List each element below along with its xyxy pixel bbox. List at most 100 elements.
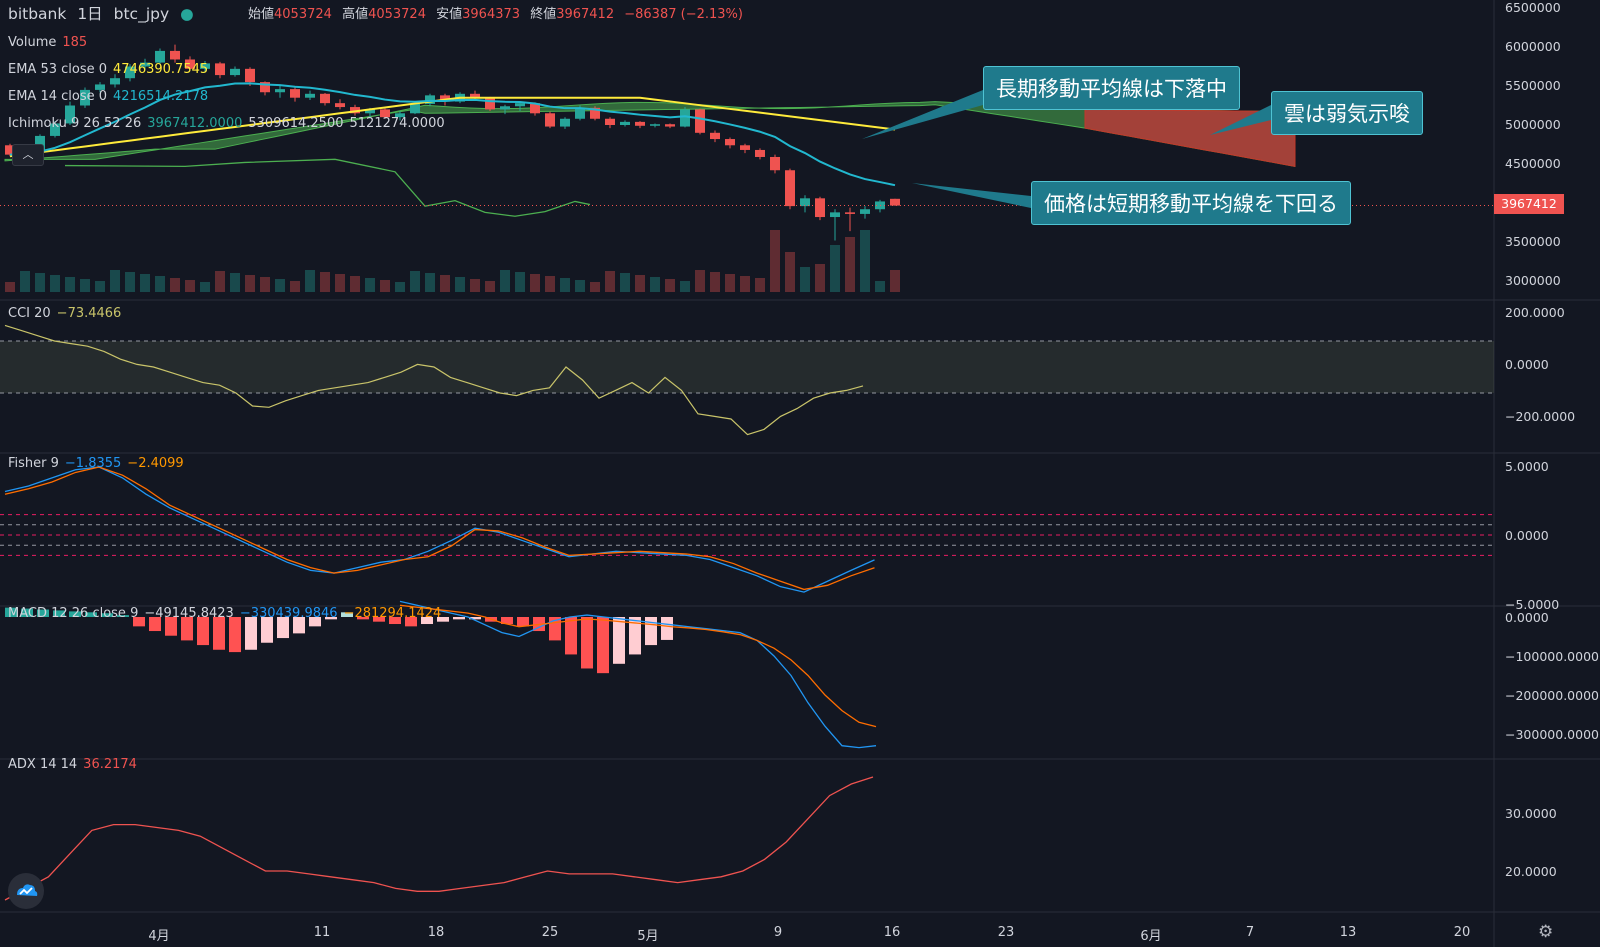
high-label: 高値 [342, 7, 369, 22]
callout-price-below[interactable]: 価格は短期移動平均線を下回る [1031, 181, 1351, 225]
candle-body [800, 198, 810, 207]
tradingview-logo-icon[interactable] [8, 873, 44, 909]
volume-bar [650, 277, 660, 292]
volume-bar [440, 275, 450, 292]
macd-histogram-bar [597, 617, 609, 674]
candle-body [860, 209, 870, 214]
adx-value: 36.2174 [83, 757, 137, 772]
macd-histogram-bar [389, 617, 401, 625]
volume-bar [620, 273, 630, 292]
ema14-legend[interactable]: EMA 14 close 0 4216514.2178 [8, 89, 214, 105]
candle-body [125, 66, 135, 79]
settings-gear-icon[interactable]: ⚙ [1538, 922, 1554, 942]
symbol-header[interactable]: bitbank 1日 btc_jpy ● [8, 6, 200, 22]
symbol-name: btc_jpy [113, 5, 170, 23]
volume-bar [290, 281, 300, 292]
adx-name: ADX 14 14 [8, 757, 78, 772]
callout-long-ma[interactable]: 長期移動平均線は下落中 [983, 66, 1240, 110]
macd-histogram-bar [453, 617, 465, 620]
candle-body [275, 89, 285, 93]
low-value: 3964373 [462, 7, 521, 22]
volume-bar [500, 270, 510, 292]
macd-histogram-bar [277, 617, 289, 639]
price-axis-label: 4500000 [1505, 156, 1561, 171]
volume-bar [305, 270, 315, 292]
collapse-legend-button[interactable]: ︿ [12, 144, 44, 166]
macd-histogram-bar [5, 607, 17, 617]
macd-histogram-bar [613, 617, 625, 664]
interval-label[interactable]: 1日 [77, 5, 103, 23]
macd-axis-label: −100000.0000 [1505, 649, 1599, 664]
volume-bar [725, 274, 735, 292]
cci-axis-label: 200.0000 [1505, 305, 1565, 320]
macd-histogram-bar [229, 617, 241, 653]
volume-bar [875, 281, 885, 292]
candle-body [35, 135, 45, 150]
candle-body [725, 139, 735, 146]
candle-body [155, 50, 165, 63]
cci-band [0, 341, 1494, 393]
candle-body [95, 84, 105, 90]
time-axis-label: 23 [997, 925, 1015, 940]
current-price-tag: 3967412 [1494, 194, 1564, 214]
candle-body [305, 93, 315, 98]
macd-value-3: −281294.1424 [343, 606, 442, 621]
ema53-legend[interactable]: EMA 53 close 0 4746390.7545 [8, 62, 214, 78]
candle-body [50, 123, 60, 136]
cci-legend[interactable]: CCI 20 −73.4466 [8, 306, 127, 322]
macd-histogram-bar [293, 617, 305, 634]
candle-body [575, 107, 585, 119]
volume-bar [140, 274, 150, 292]
macd-histogram-bar [37, 609, 49, 617]
adx-legend[interactable]: ADX 14 14 36.2174 [8, 757, 143, 773]
macd-histogram-bar [101, 613, 113, 617]
volume-bar [800, 267, 810, 292]
volume-bar [635, 275, 645, 292]
candle-body [380, 109, 390, 118]
price-axis-label: 5500000 [1505, 78, 1561, 93]
volume-legend[interactable]: Volume 185 [8, 35, 93, 51]
volume-bar [470, 279, 480, 292]
candle-body [485, 98, 495, 110]
callout-cloud[interactable]: 雲は弱気示唆 [1271, 91, 1423, 135]
fisher-value-2: −2.4099 [127, 456, 184, 471]
price-axis-label: 3000000 [1505, 273, 1561, 288]
macd-histogram-bar [261, 617, 273, 643]
volume-bar [740, 276, 750, 292]
volume-bar [605, 271, 615, 292]
candle-body [815, 198, 825, 218]
macd-histogram-bar [373, 617, 385, 622]
volume-bar [200, 282, 210, 292]
volume-bar [695, 270, 705, 292]
candle-body [140, 62, 150, 67]
macd-histogram-bar [437, 617, 449, 622]
volume-bar [80, 279, 90, 292]
ichimoku-legend[interactable]: Ichimoku 9 26 52 26 3967412.0000 5309614.2… [8, 116, 451, 132]
macd-histogram-bar [197, 617, 209, 646]
macd-signal-line [399, 604, 877, 728]
volume-bar [260, 277, 270, 292]
volume-bar [410, 271, 420, 292]
macd-histogram-bar [325, 617, 337, 620]
volume-bar [185, 280, 195, 292]
macd-axis-label: −200000.0000 [1505, 688, 1599, 703]
candle-body [740, 145, 750, 150]
macd-histogram-bar [469, 617, 481, 620]
adx-axis-label: 30.0000 [1505, 806, 1557, 821]
cci-axis-label: −200.0000 [1505, 409, 1576, 424]
time-axis-label: 5月 [637, 929, 659, 944]
candle-body [425, 95, 435, 104]
callout-pointer [1210, 105, 1271, 135]
macd-line [399, 600, 877, 749]
ohlc-readout: 始値4053724 高値4053724 安値3964373 終値3967412 … [248, 7, 749, 23]
fisher-legend[interactable]: Fisher 9 −1.8355 −2.4099 [8, 456, 190, 472]
macd-value-2: −330439.9846 [239, 606, 338, 621]
macd-legend[interactable]: MACD 12 26 close 9 −49145.8423 −330439.984… [8, 606, 447, 622]
candle-body [785, 170, 795, 207]
candle-body [200, 63, 210, 69]
volume-bar [350, 276, 360, 292]
ichimoku-value-2: 5309614.2500 [248, 116, 344, 131]
candle-body [845, 212, 855, 214]
volume-bar [845, 237, 855, 292]
